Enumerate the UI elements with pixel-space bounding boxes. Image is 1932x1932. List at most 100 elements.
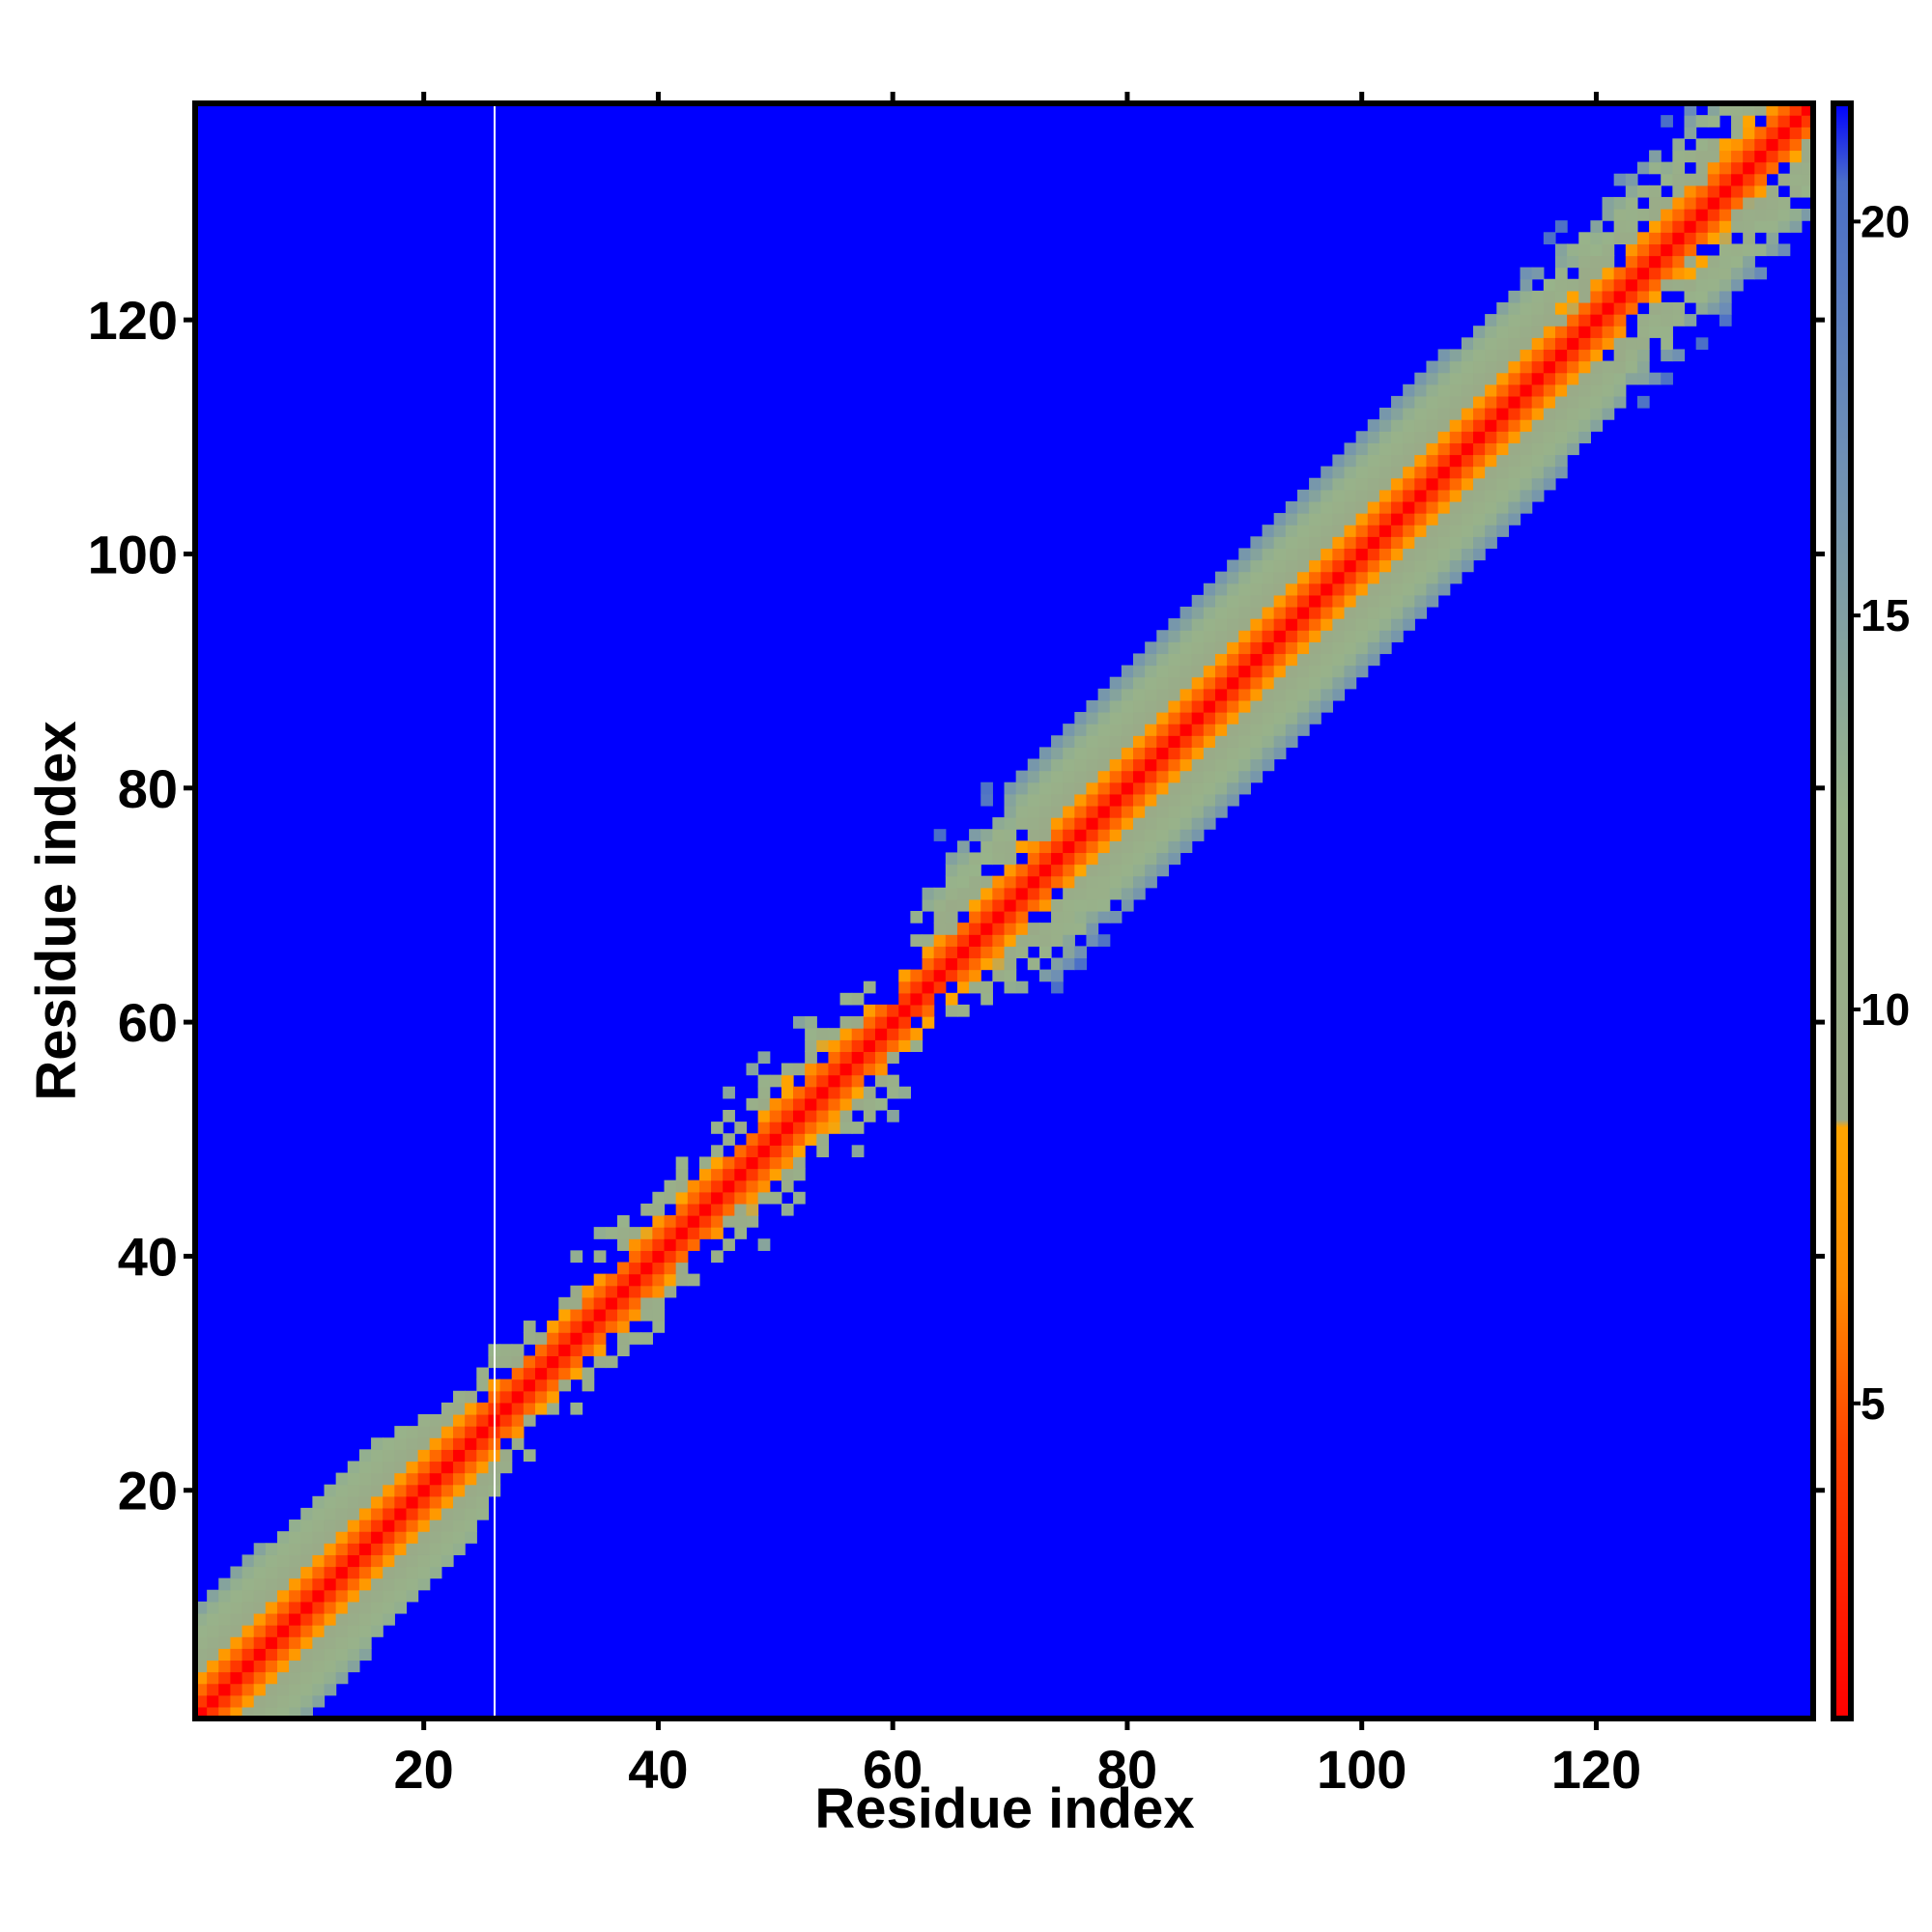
heatmap-cell — [1344, 676, 1357, 690]
heatmap-cell — [652, 1273, 666, 1287]
heatmap-cell — [1074, 770, 1088, 783]
heatmap-cell — [1625, 360, 1638, 374]
heatmap-cell — [980, 957, 993, 971]
heatmap-cell — [945, 864, 958, 877]
heatmap-cell — [312, 1648, 326, 1662]
heatmap-cell — [1145, 735, 1157, 748]
heatmap-cell — [1321, 606, 1333, 619]
heatmap-cell — [1449, 349, 1463, 362]
heatmap-cell — [547, 1390, 559, 1404]
heatmap-cell — [1719, 301, 1732, 315]
heatmap-cell — [687, 1191, 700, 1205]
heatmap-cell — [910, 1028, 923, 1040]
heatmap-cell — [1355, 500, 1369, 514]
heatmap-cell — [1156, 781, 1170, 795]
heatmap-cell — [945, 898, 958, 912]
heatmap-cell — [1309, 582, 1321, 596]
heatmap-cell — [757, 1086, 771, 1099]
heatmap-cell — [1508, 349, 1521, 362]
heatmap-cell — [1262, 724, 1275, 736]
heatmap-cell — [1321, 525, 1333, 537]
heatmap-cell — [945, 992, 958, 1006]
heatmap-cell — [429, 1484, 442, 1497]
heatmap-cell — [593, 1355, 607, 1369]
heatmap-cell — [933, 898, 947, 912]
heatmap-cell — [1367, 571, 1380, 584]
heatmap-cell — [429, 1472, 442, 1486]
heatmap-cell — [1203, 712, 1216, 724]
heatmap-cell — [1554, 395, 1568, 409]
heatmap-cell — [1437, 372, 1451, 385]
heatmap-cell — [992, 852, 1006, 866]
heatmap-cell — [839, 1074, 853, 1088]
heatmap-cell — [335, 1543, 349, 1555]
heatmap-cell — [1766, 196, 1779, 210]
heatmap-cell — [324, 1520, 337, 1532]
heatmap-cell — [429, 1437, 442, 1450]
heatmap-cell — [324, 1683, 337, 1696]
heatmap-cell — [1777, 220, 1791, 233]
heatmap-cell — [1473, 500, 1486, 514]
heatmap-cell — [289, 1566, 301, 1579]
heatmap-cell — [652, 1238, 666, 1251]
heatmap-cell — [1355, 653, 1369, 667]
heatmap-cell — [207, 1625, 219, 1637]
heatmap-cell — [417, 1554, 431, 1568]
heatmap-cell — [1636, 243, 1650, 257]
heatmap-cell — [1520, 278, 1533, 292]
heatmap-cell — [1496, 454, 1510, 468]
heatmap-cell — [1004, 817, 1017, 830]
heatmap-cell — [1156, 758, 1170, 772]
heatmap-cell — [1695, 173, 1709, 186]
heatmap-cell — [265, 1601, 278, 1614]
heatmap-cell — [898, 1039, 911, 1052]
heatmap-cell — [1227, 606, 1239, 619]
heatmap-cell — [887, 1051, 899, 1065]
heatmap-cell — [1038, 805, 1052, 818]
heatmap-cell — [687, 1215, 700, 1228]
heatmap-cell — [476, 1426, 490, 1438]
heatmap-cell — [371, 1554, 384, 1568]
heatmap-cell — [242, 1671, 255, 1685]
heatmap-cell — [1332, 477, 1346, 491]
heatmap-cell — [582, 1332, 595, 1345]
heatmap-cell — [276, 1683, 290, 1696]
heatmap-cell — [1578, 255, 1591, 269]
heatmap-cell — [394, 1520, 408, 1532]
heatmap-cell — [1567, 278, 1579, 292]
heatmap-cell — [511, 1390, 525, 1404]
heatmap-cell — [289, 1543, 301, 1555]
heatmap-cell — [1344, 606, 1357, 619]
heatmap-cell — [1719, 103, 1732, 116]
heatmap-cell — [734, 1145, 748, 1158]
heatmap-cell — [605, 1273, 618, 1287]
heatmap-cell — [1145, 770, 1157, 783]
heatmap-cell — [1578, 337, 1591, 351]
heatmap-cell — [828, 1074, 841, 1088]
heatmap-cell — [1554, 372, 1568, 385]
heatmap-cell — [1707, 232, 1720, 244]
heatmap-cell — [289, 1636, 301, 1649]
heatmap-cell — [1097, 864, 1111, 877]
heatmap-cell — [1273, 641, 1287, 655]
heatmap-cell — [1649, 209, 1662, 221]
heatmap-cell — [1636, 255, 1650, 269]
heatmap-cell — [276, 1625, 290, 1637]
heatmap-cell — [863, 1086, 876, 1099]
heatmap-cell — [1074, 840, 1088, 854]
heatmap-cell — [195, 1636, 208, 1649]
heatmap-cell — [828, 1086, 841, 1099]
heatmap-cell — [1227, 665, 1239, 678]
heatmap-cell — [1554, 220, 1568, 233]
heatmap-cell — [1285, 676, 1298, 690]
heatmap-cell — [1214, 805, 1228, 818]
heatmap-cell — [394, 1426, 408, 1438]
heatmap-cell — [1636, 209, 1650, 221]
heatmap-cell — [1391, 395, 1404, 409]
heatmap-cell — [1332, 548, 1346, 561]
heatmap-cell — [230, 1589, 243, 1603]
heatmap-cell — [1367, 536, 1380, 550]
heatmap-cell — [922, 980, 935, 994]
heatmap-cell — [265, 1543, 278, 1555]
heatmap-cell — [1391, 408, 1404, 420]
